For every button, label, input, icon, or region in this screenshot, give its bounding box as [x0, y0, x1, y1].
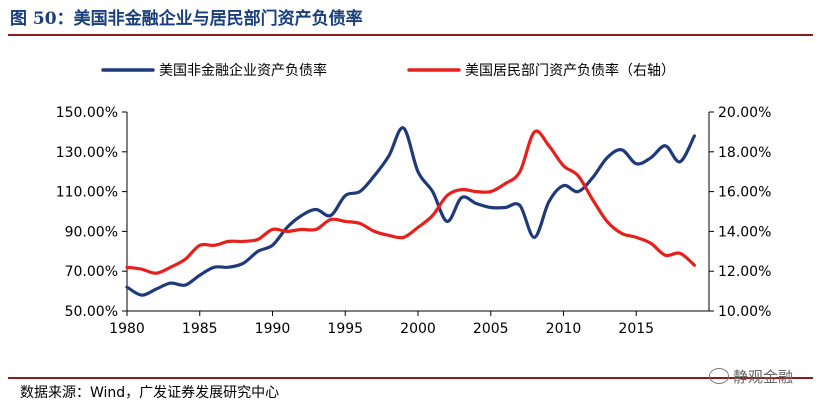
right-tick-label: 20.00%	[718, 105, 771, 121]
left-tick-label: 150.00%	[56, 105, 118, 121]
top-rule	[8, 34, 813, 36]
x-tick-label: 1980	[109, 321, 145, 337]
legend-label: 美国居民部门资产负债率（右轴）	[465, 62, 675, 79]
chart-title: 图 50：美国非金融企业与居民部门资产负债率	[10, 9, 363, 29]
x-tick-label: 1985	[182, 321, 218, 337]
watermark: 静观金融	[708, 366, 793, 387]
legend-label: 美国非金融企业资产负债率	[159, 62, 327, 79]
right-tick-label: 18.00%	[718, 145, 771, 161]
right-tick-label: 16.00%	[718, 185, 771, 201]
x-tick-label: 2015	[618, 321, 654, 337]
x-tick-label: 2000	[400, 321, 436, 337]
right-tick-label: 12.00%	[718, 264, 771, 280]
data-source: 数据来源：Wind，广发证券发展研究中心	[20, 385, 280, 401]
series-line-corporate	[125, 126, 696, 297]
right-tick-label: 10.00%	[718, 304, 771, 320]
bottom-rule	[8, 377, 813, 379]
left-tick-label: 90.00%	[65, 224, 118, 240]
left-tick-label: 50.00%	[65, 304, 118, 320]
x-tick-label: 1995	[327, 321, 363, 337]
x-tick-label: 2010	[546, 321, 582, 337]
wechat-icon	[708, 368, 729, 384]
series-line-household	[125, 129, 696, 275]
left-tick-label: 130.00%	[56, 145, 118, 161]
watermark-text: 静观金融	[732, 368, 793, 386]
x-tick-label: 2005	[473, 321, 509, 337]
left-tick-label: 70.00%	[65, 264, 118, 280]
right-tick-label: 14.00%	[718, 224, 771, 240]
x-tick-label: 1990	[255, 321, 291, 337]
left-tick-label: 110.00%	[56, 185, 118, 201]
